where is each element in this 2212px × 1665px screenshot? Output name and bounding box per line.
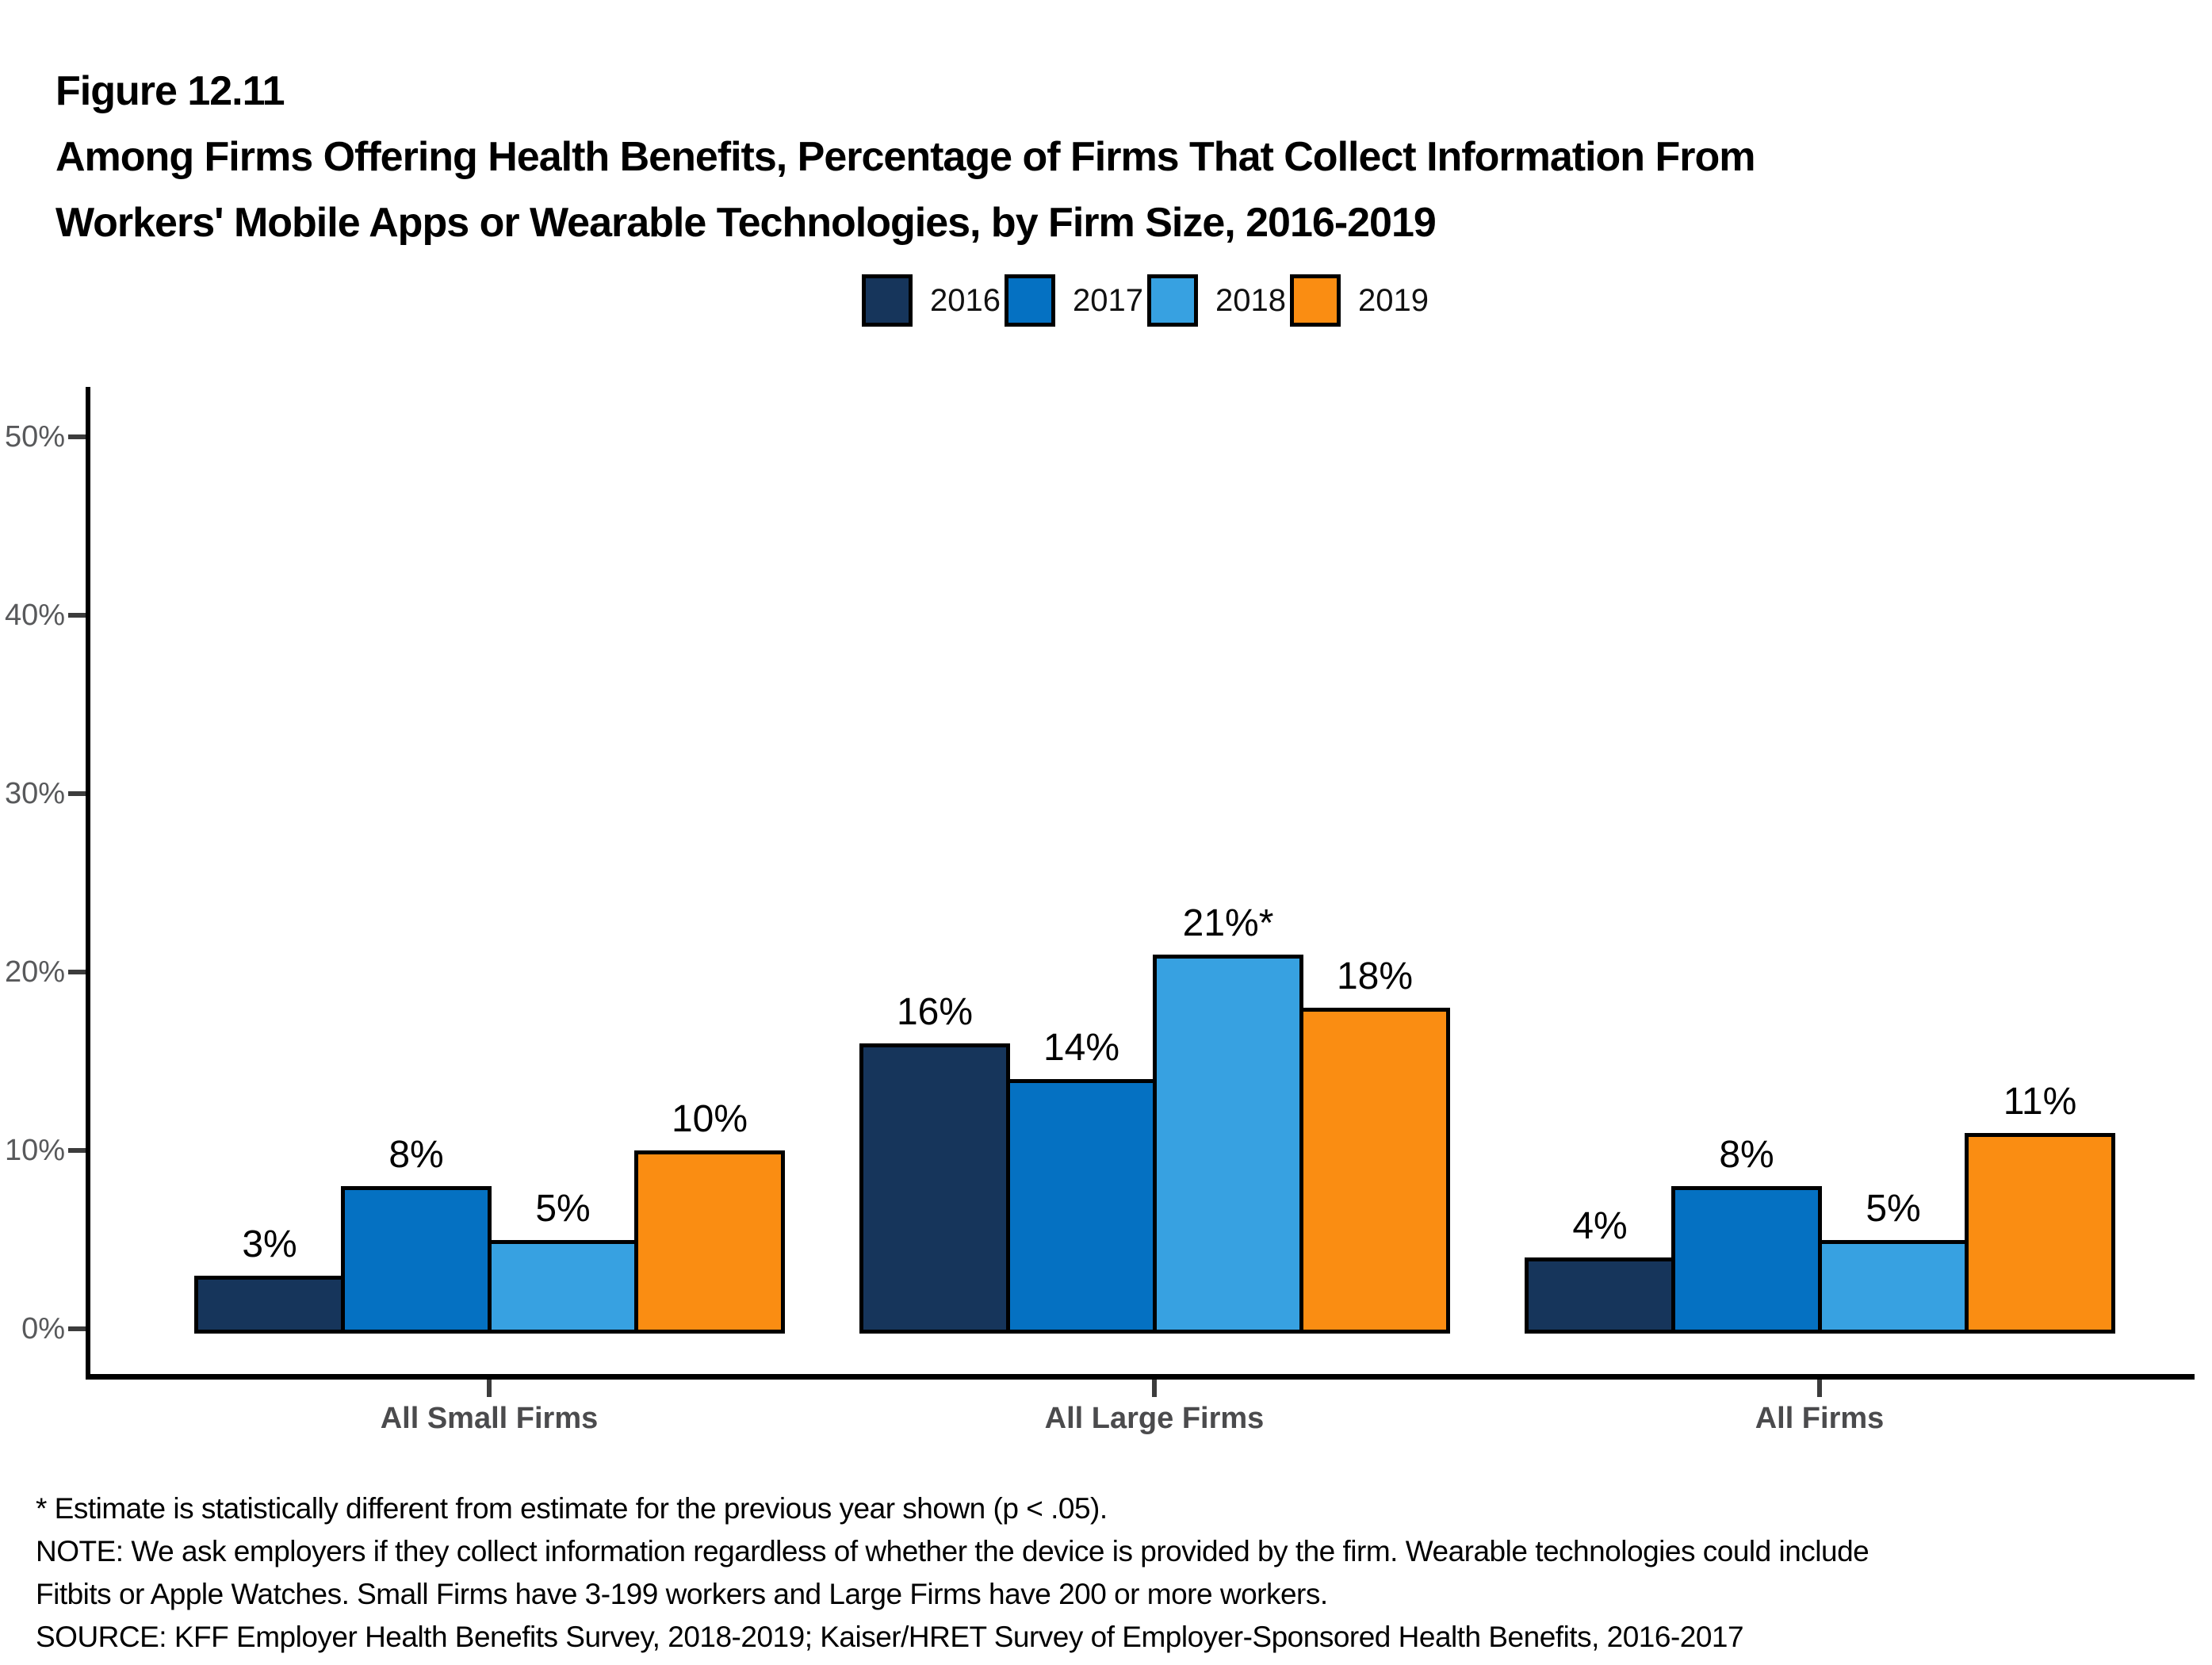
legend-swatch: [1290, 274, 1341, 327]
legend-item-label: 2017: [1073, 282, 1143, 318]
bar-2016: [859, 1043, 1010, 1334]
bar-2019: [1965, 1132, 2115, 1334]
bar-2019: [634, 1150, 785, 1334]
legend-item: 2018: [1147, 274, 1286, 327]
bar-value-label: 4%: [1572, 1205, 1628, 1247]
footnote-note-line-2: Fitbits or Apple Watches. Small Firms ha…: [36, 1578, 1328, 1610]
y-axis-tick: [68, 791, 86, 796]
footnote-star: * Estimate is statistically different fr…: [36, 1492, 1108, 1525]
figure-title-line-1: Among Firms Offering Health Benefits, Pe…: [55, 134, 1755, 180]
y-axis-tick-label: 20%: [4, 955, 65, 989]
bar-2016: [1525, 1257, 1675, 1334]
bar-value-label: 5%: [535, 1187, 591, 1230]
y-axis-tick: [68, 1326, 86, 1331]
bar-2018: [488, 1239, 638, 1334]
bar-2018: [1818, 1239, 1969, 1334]
bar-2016: [194, 1275, 345, 1334]
bar-value-label: 16%: [896, 991, 974, 1033]
x-axis-tick: [1152, 1380, 1157, 1397]
y-axis-tick-label: 10%: [4, 1134, 65, 1167]
category-label: All Firms: [1755, 1402, 1885, 1435]
legend-item: 2016: [862, 274, 1001, 327]
figure-number: Figure 12.11: [55, 68, 285, 114]
y-axis-tick-label: 0%: [21, 1312, 65, 1345]
legend-swatch: [1147, 274, 1198, 327]
x-axis-line: [86, 1374, 2195, 1380]
bar-value-label: 14%: [1043, 1027, 1120, 1069]
y-axis-tick-label: 50%: [4, 420, 65, 454]
bar-value-label: 18%: [1336, 955, 1414, 997]
y-axis-tick: [68, 970, 86, 974]
y-axis-tick: [68, 1148, 86, 1153]
legend-item-label: 2016: [930, 282, 1001, 318]
footnote-source: SOURCE: KFF Employer Health Benefits Sur…: [36, 1621, 1744, 1653]
y-axis-tick-label: 40%: [4, 599, 65, 632]
bar-value-label: 10%: [671, 1098, 748, 1140]
y-axis-line: [86, 387, 90, 1380]
legend-item-label: 2018: [1215, 282, 1286, 318]
y-axis-tick: [68, 434, 86, 439]
bar-value-label: 8%: [388, 1134, 444, 1176]
legend-swatch: [1005, 274, 1055, 327]
legend-item-label: 2019: [1358, 282, 1429, 318]
footnote-note-line-1: NOTE: We ask employers if they collect i…: [36, 1535, 1869, 1567]
chart-legend: 2016 2017 2018 2019: [89, 274, 2195, 327]
category-label: All Large Firms: [1044, 1402, 1265, 1435]
y-axis-tick: [68, 613, 86, 618]
bar-value-label: 8%: [1719, 1134, 1774, 1176]
bar-value-label: 21%*: [1182, 901, 1274, 944]
footnotes: * Estimate is statistically different fr…: [36, 1487, 2192, 1659]
legend-swatch: [862, 274, 913, 327]
bar-2018: [1153, 954, 1303, 1334]
y-axis-tick-label: 30%: [4, 777, 65, 810]
figure-header: Figure 12.11 Among Firms Offering Health…: [55, 59, 1755, 256]
x-axis-tick: [487, 1380, 492, 1397]
bar-value-label: 11%: [2003, 1080, 2077, 1123]
x-axis-tick: [1817, 1380, 1822, 1397]
bar-2017: [1006, 1079, 1157, 1334]
legend-item: 2019: [1290, 274, 1429, 327]
bar-2019: [1299, 1008, 1450, 1334]
legend-item: 2017: [1005, 274, 1143, 327]
bar-value-label: 3%: [242, 1223, 297, 1265]
figure-title-line-2: Workers' Mobile Apps or Wearable Technol…: [55, 200, 1437, 246]
category-label: All Small Firms: [380, 1402, 599, 1435]
bar-value-label: 5%: [1866, 1187, 1921, 1230]
